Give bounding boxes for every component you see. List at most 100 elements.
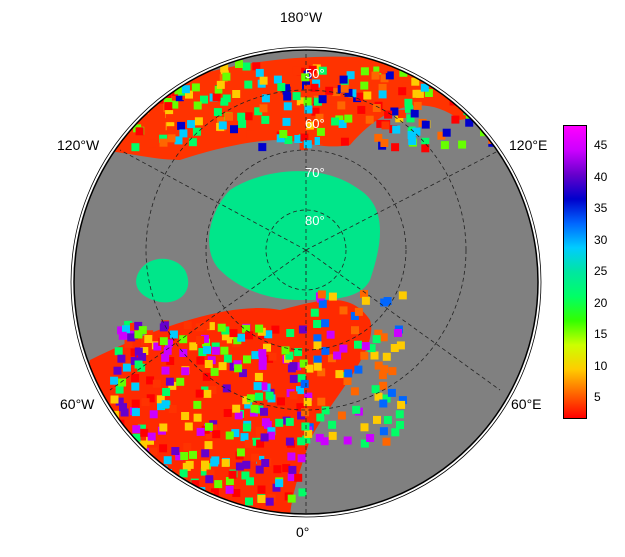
data-cell [284,136,293,144]
data-cell [240,433,249,442]
data-cell [159,478,168,487]
data-cell [338,120,347,128]
lon-label-upper-right: 120°E [509,137,548,153]
data-cell [193,400,202,409]
data-cell [287,452,296,461]
data-cell [189,450,197,459]
data-cell [225,477,234,485]
data-cell [242,423,251,432]
data-cell [346,71,355,80]
data-cell [254,107,263,116]
data-cell [267,427,276,436]
data-cell [495,100,504,109]
data-cell [277,397,285,406]
data-cell [451,115,460,124]
data-cell [328,292,337,301]
data-cell [360,290,368,299]
data-cell [465,104,474,113]
data-cell [301,73,310,82]
data-cell [315,113,324,122]
data-cell [308,65,317,74]
data-cell [388,367,397,376]
data-cell [191,83,200,92]
data-cell [313,320,322,328]
data-cell [405,104,413,113]
data-cell [453,78,462,87]
data-cell [273,465,282,474]
data-cell [115,397,124,406]
data-cell [379,427,388,436]
data-cell [263,66,271,75]
data-cell [122,325,130,334]
data-cell [261,459,270,467]
data-cell [421,144,430,153]
data-cell [132,95,141,104]
data-cell [344,114,353,123]
data-cell [489,67,498,76]
data-cell [205,475,214,484]
data-cell [144,473,153,482]
data-cell [145,330,154,339]
data-cell [246,477,254,486]
data-cell [318,66,327,75]
data-cell [304,84,312,93]
data-cell [243,355,251,364]
data-cell [354,365,363,374]
data-cell [357,105,366,114]
data-cell [132,90,141,99]
data-cell [237,112,246,121]
data-cell [241,471,250,480]
data-cell [180,452,189,460]
data-cell [392,125,401,134]
data-cell [390,344,399,352]
data-cell [352,405,361,414]
data-cell [115,429,124,438]
data-cell [116,435,125,443]
data-cell [119,403,127,412]
data-cell [170,100,179,109]
data-cell [244,80,253,89]
data-cell [382,437,391,446]
data-cell [275,418,284,427]
data-cell [140,347,149,355]
data-cell [193,101,202,110]
colorbar-tick-label: 5 [594,390,601,404]
data-cell [458,140,467,149]
data-cell [498,132,507,141]
data-cell [339,75,348,84]
data-cell [236,448,245,457]
data-cell [343,377,352,385]
data-cell [176,377,185,386]
data-cell [337,411,346,420]
data-cell [242,460,251,469]
data-cell [187,120,196,129]
data-cell [318,299,327,308]
data-cell [113,463,122,472]
data-cell [113,497,122,506]
data-cell [130,348,139,357]
data-cell [203,389,212,398]
data-cell [263,343,271,352]
data-cell [256,459,265,468]
data-cell [283,102,292,111]
data-cell [413,101,422,110]
data-cell [331,117,340,126]
data-cell [202,372,211,381]
data-cell [285,351,294,360]
data-cell [129,485,138,494]
data-cell [394,329,402,337]
data-cell [152,379,161,388]
data-cell [131,79,140,88]
data-cell [260,407,268,416]
data-cell [139,475,148,484]
data-cell [138,87,147,96]
data-cell [183,321,192,330]
data-cell [485,111,494,120]
data-cell [403,88,412,97]
data-cell [496,116,505,124]
data-cell [296,386,304,395]
data-cell [231,429,240,438]
data-cell [239,369,247,378]
data-cell [185,90,193,99]
